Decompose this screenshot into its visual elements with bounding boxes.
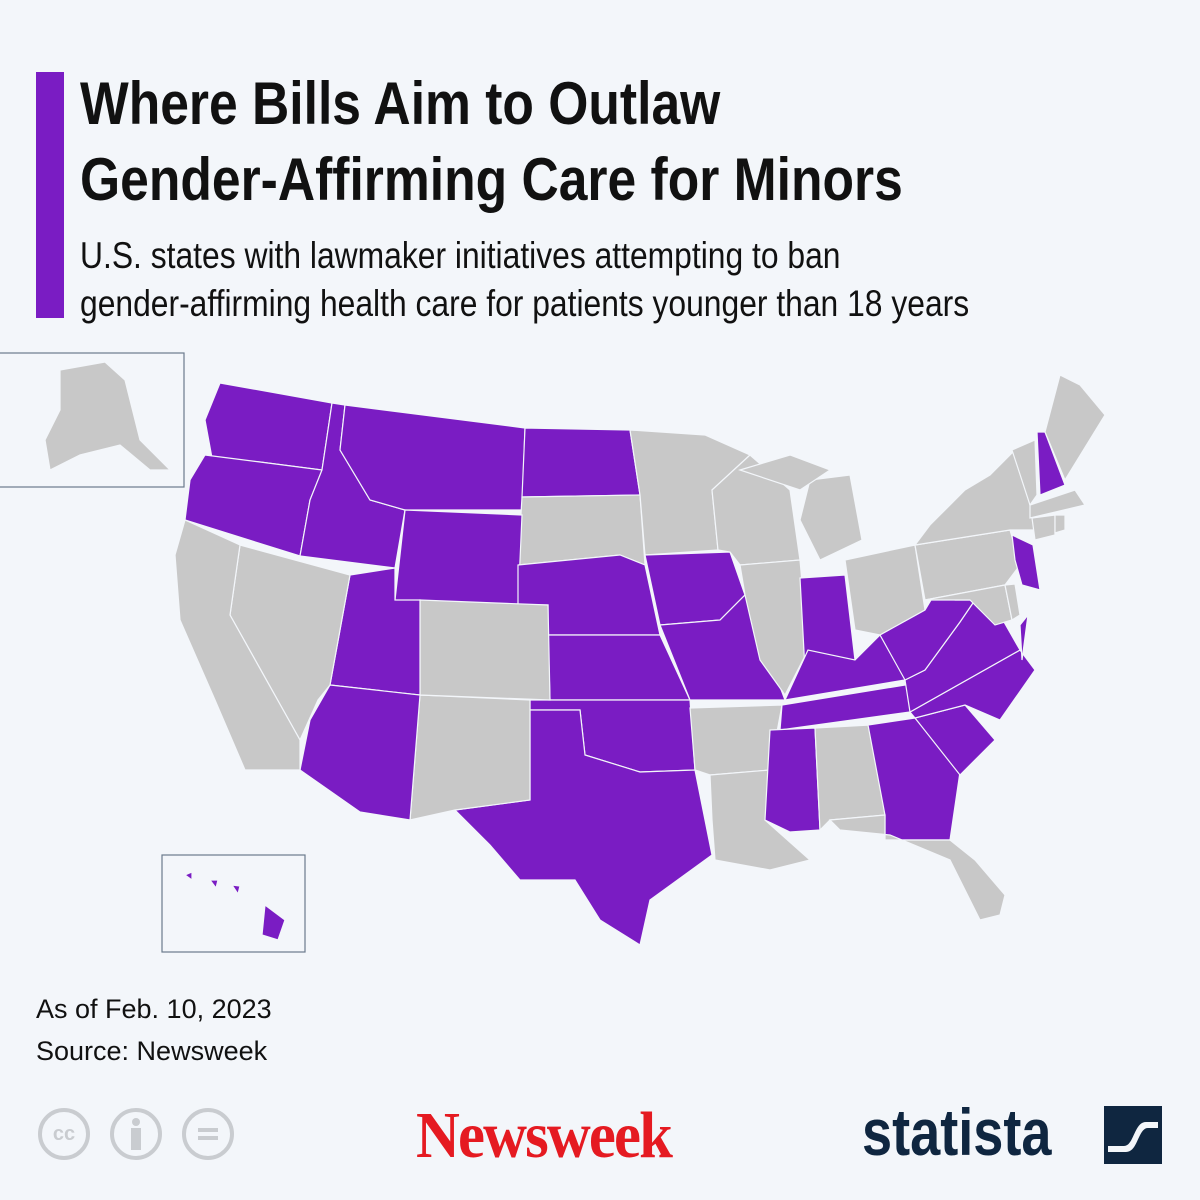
state-wy	[394, 509, 523, 606]
state-shape	[1044, 374, 1106, 482]
state-shape	[174, 519, 301, 771]
state-shape	[261, 903, 286, 941]
page-title: Where Bills Aim to Outlaw Gender-Affirmi…	[80, 66, 903, 218]
state-shape	[1004, 583, 1021, 621]
subtitle-line-2: gender-affirming health care for patient…	[80, 283, 970, 324]
state-hi	[183, 871, 286, 941]
state-shape	[828, 814, 1006, 921]
state-ma	[1029, 489, 1086, 519]
state-mi	[738, 454, 863, 561]
state-de	[1004, 583, 1021, 621]
state-shape	[1054, 514, 1066, 534]
state-shape	[419, 599, 551, 701]
state-shape	[517, 494, 646, 566]
state-shape	[1029, 489, 1086, 519]
accent-bar	[36, 72, 64, 318]
state-shape	[764, 727, 821, 833]
state-shape	[409, 694, 531, 821]
state-shape	[44, 361, 172, 471]
state-shape	[208, 879, 219, 890]
state-shape	[1011, 439, 1038, 507]
state-ak	[44, 361, 172, 471]
state-il	[739, 559, 809, 697]
state-me	[1044, 374, 1106, 482]
hawaii-inset-frame	[161, 854, 306, 953]
cc-icon[interactable]: cc	[38, 1108, 90, 1160]
state-co	[419, 599, 551, 701]
state-ca	[174, 519, 301, 771]
state-mt	[339, 404, 526, 511]
alaska-inset-frame	[0, 352, 185, 488]
newsweek-logo: Newsweek	[416, 1099, 673, 1172]
no-derivatives-icon[interactable]	[182, 1108, 234, 1160]
state-shape	[339, 404, 526, 511]
statista-logo: statista	[862, 1095, 1052, 1169]
state-fl	[828, 814, 1006, 921]
title-line-2: Gender-Affirming Care for Minors	[80, 146, 903, 213]
state-shape	[1019, 612, 1029, 661]
state-shape	[453, 709, 713, 946]
state-shape	[230, 884, 241, 896]
state-nh	[1036, 431, 1066, 496]
state-shape	[521, 427, 641, 498]
state-sd	[517, 494, 646, 566]
state-shape	[739, 559, 809, 697]
state-ms	[764, 727, 821, 833]
state-tx	[453, 709, 713, 946]
statista-logo-icon	[1104, 1106, 1162, 1164]
state-shape	[738, 454, 832, 491]
state-shape	[1031, 514, 1056, 541]
cc-label: cc	[52, 1122, 76, 1145]
subtitle: U.S. states with lawmaker initiatives at…	[80, 232, 969, 328]
state-shape	[1011, 533, 1041, 591]
state-shape	[299, 684, 421, 821]
state-shape	[799, 474, 863, 561]
state-nm	[409, 694, 531, 821]
source-note: Source: Newsweek	[36, 1036, 268, 1066]
state-nj	[1011, 533, 1041, 591]
state-ct	[1031, 514, 1056, 541]
state-shape	[394, 509, 523, 606]
subtitle-line-1: U.S. states with lawmaker initiatives at…	[80, 235, 841, 276]
state-az	[299, 684, 421, 821]
state-ri	[1054, 514, 1066, 534]
state-vt	[1011, 439, 1038, 507]
state-shape	[183, 871, 193, 882]
title-line-1: Where Bills Aim to Outlaw	[80, 70, 721, 137]
attribution-icon[interactable]	[110, 1108, 162, 1160]
state-shape	[1036, 431, 1066, 496]
state-nd	[521, 427, 641, 498]
date-note: As of Feb. 10, 2023	[36, 994, 272, 1024]
